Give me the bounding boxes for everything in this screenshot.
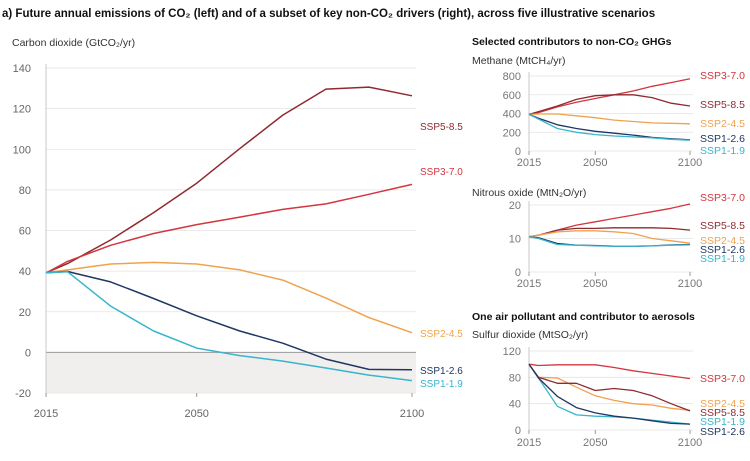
series-label-ssp1-1.9: SSP1-1.9 — [700, 145, 745, 157]
y-tick-label: 80 — [509, 372, 521, 384]
figure-title: a) Future annual emissions of CO₂ (left)… — [2, 8, 655, 20]
series-label-ssp2-4.5: SSP2-4.5 — [700, 118, 745, 130]
y-tick-label: 0 — [515, 146, 521, 158]
series-label-ssp2-4.5: SSP2-4.5 — [700, 398, 745, 410]
series-label-ssp5-8.5: SSP5-8.5 — [420, 122, 463, 133]
x-tick-label: 2100 — [678, 278, 702, 290]
negative-emissions-shading — [46, 352, 416, 393]
series-label-ssp1-2.6: SSP1-2.6 — [700, 426, 745, 438]
series-line-ssp3-7.0 — [45, 183, 413, 274]
x-tick-label: 2015 — [34, 408, 58, 420]
right-top-heading: Selected contributors to non-CO₂ GHGs — [472, 36, 672, 48]
x-tick-label: 2050 — [583, 157, 607, 169]
y-tick-label: 800 — [503, 71, 521, 83]
series-label-ssp2-4.5: SSP2-4.5 — [420, 329, 463, 340]
y-tick-label: 0 — [25, 347, 31, 359]
y-tick-label: 140 — [13, 63, 31, 75]
series-line-ssp1-1.9 — [528, 113, 691, 141]
series-label-ssp2-4.5: SSP2-4.5 — [700, 235, 745, 247]
series-label-ssp5-8.5: SSP5-8.5 — [700, 99, 745, 111]
x-tick-label: 2050 — [583, 437, 607, 449]
x-tick-label: 2015 — [517, 278, 541, 290]
series-line-ssp5-8.5 — [528, 94, 691, 116]
series-line-ssp3-7.0 — [528, 78, 691, 116]
y-tick-label: 10 — [509, 234, 521, 246]
methane-unit-label: Methane (MtCH₄/yr) — [472, 55, 566, 67]
y-tick-label: 200 — [503, 127, 521, 139]
y-tick-label: 80 — [19, 185, 31, 197]
co2-chart: Carbon dioxide (GtCO₂/yr) 140 120 100 80 60 40… — [12, 37, 463, 420]
series-line-ssp1-1.9 — [528, 236, 691, 247]
series-label-ssp3-7.0: SSP3-7.0 — [700, 192, 745, 204]
y-tick-label: 100 — [13, 144, 31, 156]
series-line-ssp5-8.5 — [528, 363, 691, 412]
y-tick-label: 0 — [515, 267, 521, 279]
series-label-ssp1-1.9: SSP1-1.9 — [700, 416, 745, 428]
series-label-ssp1-2.6: SSP1-2.6 — [420, 366, 463, 377]
x-tick-label: 2015 — [517, 157, 541, 169]
series-line-ssp3-7.0 — [528, 363, 691, 380]
series-label-ssp1-2.6: SSP1-2.6 — [700, 244, 745, 256]
series-line-ssp5-8.5 — [45, 86, 413, 274]
series-line-ssp1-1.9 — [528, 363, 691, 425]
series-label-ssp1-1.9: SSP1-1.9 — [700, 253, 745, 265]
y-tick-label: 0 — [515, 425, 521, 437]
series-label-ssp5-8.5: SSP5-8.5 — [700, 407, 745, 419]
series-label-ssp3-7.0: SSP3-7.0 — [700, 373, 745, 385]
x-tick-label: 2100 — [678, 157, 702, 169]
series-label-ssp3-7.0: SSP3-7.0 — [700, 70, 745, 82]
y-tick-label: 40 — [509, 399, 521, 411]
series-label-ssp1-2.6: SSP1-2.6 — [700, 133, 745, 145]
series-line-ssp2-4.5 — [528, 230, 691, 244]
y-tick-label: 40 — [19, 266, 31, 278]
series-line-ssp1-1.9 — [45, 270, 413, 382]
y-tick-label: 120 — [503, 346, 521, 358]
x-tick-label: 2100 — [678, 437, 702, 449]
sulfur-dioxide-unit-label: Sulfur dioxide (MtSO₂/yr) — [472, 329, 588, 341]
y-tick-label: -20 — [15, 388, 31, 400]
x-tick-label: 2100 — [400, 408, 424, 420]
series-line-ssp2-4.5 — [45, 261, 413, 334]
series-line-ssp5-8.5 — [528, 227, 691, 238]
y-tick-label: 60 — [19, 226, 31, 238]
series-line-ssp2-4.5 — [528, 113, 691, 125]
x-tick-label: 2050 — [184, 408, 208, 420]
y-tick-label: 600 — [503, 90, 521, 102]
nitrous-oxide-unit-label: Nitrous oxide (MtN₂O/yr) — [472, 187, 586, 199]
x-tick-label: 2015 — [517, 437, 541, 449]
series-line-ssp1-2.6 — [45, 270, 413, 371]
series-line-ssp2-4.5 — [528, 363, 691, 411]
y-tick-label: 20 — [509, 200, 521, 212]
series-line-ssp1-2.6 — [528, 363, 691, 425]
y-tick-label: 20 — [19, 307, 31, 319]
series-label-ssp3-7.0: SSP3-7.0 — [420, 167, 463, 178]
series-label-ssp5-8.5: SSP5-8.5 — [700, 220, 745, 232]
y-tick-label: 120 — [13, 104, 31, 116]
y-tick-label: 400 — [503, 109, 521, 121]
right-bottom-heading: One air pollutant and contributor to aer… — [472, 311, 695, 323]
x-tick-label: 2050 — [583, 278, 607, 290]
co2-unit-label: Carbon dioxide (GtCO₂/yr) — [12, 37, 135, 49]
series-label-ssp1-1.9: SSP1-1.9 — [420, 379, 463, 390]
